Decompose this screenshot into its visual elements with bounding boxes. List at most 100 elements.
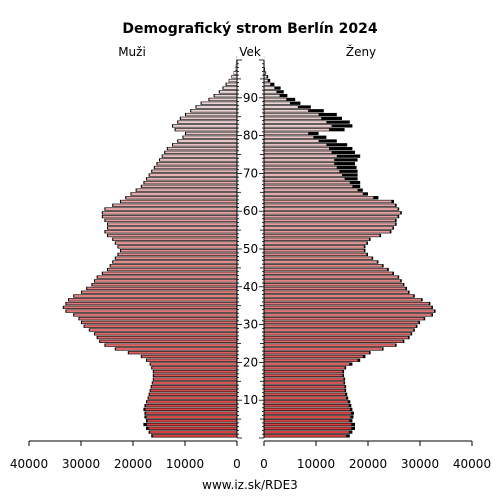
bar-women-fill-age-23 <box>264 348 382 350</box>
bar-men-fill-age-57 <box>105 219 237 221</box>
bar-men-fill-age-30 <box>82 321 237 323</box>
bar-women-fill-age-72 <box>264 163 334 165</box>
x-tick-label-left: 40000 <box>10 457 48 471</box>
bar-men-fill-age-69 <box>150 174 237 176</box>
bar-men-fill-age-22 <box>129 352 237 354</box>
bar-women-fill-age-10 <box>264 397 346 399</box>
right-label: Ženy <box>346 44 376 59</box>
bar-men-fill-age-86 <box>191 110 237 112</box>
bar-women-fill-age-42 <box>264 276 398 278</box>
bar-women-fill-age-87 <box>264 106 298 108</box>
bar-men-fill-age-0 <box>153 435 237 437</box>
bar-women-fill-age-37 <box>264 295 413 297</box>
bar-men-fill-age-14 <box>153 382 237 384</box>
bar-men-fill-age-36 <box>69 299 237 301</box>
bar-men-fill-age-53 <box>108 234 237 236</box>
bar-women-fill-age-18 <box>264 367 345 369</box>
bar-women-fill-age-82 <box>264 125 332 127</box>
bar-women-fill-age-88 <box>264 102 290 104</box>
bar-men-fill-age-52 <box>113 238 237 240</box>
bar-men-fill-age-55 <box>108 227 237 229</box>
bar-women-fill-age-91 <box>264 91 276 93</box>
bar-women-fill-age-3 <box>264 423 351 425</box>
bar-women-fill-age-60 <box>264 208 398 210</box>
bar-women-fill-age-13 <box>264 386 345 388</box>
bar-men-fill-age-66 <box>142 185 237 187</box>
bar-women-fill-age-84 <box>264 117 321 119</box>
bar-men-fill-age-40 <box>92 284 237 286</box>
bar-men-fill-age-92 <box>223 87 237 89</box>
bar-women-fill-age-57 <box>264 219 395 221</box>
bar-men-fill-age-95 <box>232 76 237 78</box>
bar-men-fill-age-42 <box>98 276 237 278</box>
bar-women-fill-age-30 <box>264 321 418 323</box>
bar-men-fill-age-27 <box>95 333 237 335</box>
bar-men-fill-age-17 <box>154 371 237 373</box>
bar-men-fill-age-87 <box>196 106 237 108</box>
bar-men-fill-age-12 <box>151 389 237 391</box>
bar-women-fill-age-25 <box>264 340 403 342</box>
bar-men-fill-age-56 <box>108 223 237 225</box>
bar-women-fill-age-39 <box>264 287 405 289</box>
bar-women-fill-age-80 <box>264 132 308 134</box>
bar-women-fill-age-40 <box>264 284 403 286</box>
bar-women-fill-age-59 <box>264 212 400 214</box>
bar-men-fill-age-58 <box>103 216 237 218</box>
bar-women-fill-age-29 <box>264 325 416 327</box>
bar-men-fill-age-25 <box>100 340 237 342</box>
bar-women-fill-age-21 <box>264 355 363 357</box>
bar-women-fill-age-52 <box>264 238 369 240</box>
bar-men-fill-age-45 <box>111 265 237 267</box>
age-tick-label: 90 <box>243 91 258 105</box>
bar-men-fill-age-96 <box>234 72 237 74</box>
bar-women-fill-age-7 <box>264 408 350 410</box>
bar-men-fill-age-60 <box>105 208 237 210</box>
bar-women-fill-age-27 <box>264 333 411 335</box>
bar-women-fill-age-66 <box>264 185 352 187</box>
bar-men-fill-age-7 <box>145 408 237 410</box>
bar-women-fill-age-15 <box>264 378 344 380</box>
bar-men-fill-age-83 <box>178 121 237 123</box>
bar-women-fill-age-70 <box>264 170 339 172</box>
bar-men-fill-age-47 <box>116 257 237 259</box>
bar-men-fill-age-26 <box>98 337 237 339</box>
bar-women-fill-age-8 <box>264 405 349 407</box>
bar-women-fill-age-22 <box>264 352 369 354</box>
bar-women-fill-age-28 <box>264 329 413 331</box>
bar-women-fill-age-94 <box>264 80 268 82</box>
bar-women-fill-age-92 <box>264 87 274 89</box>
bar-men-fill-age-44 <box>108 269 237 271</box>
bar-women-fill-age-34 <box>264 306 431 308</box>
bar-men-fill-age-23 <box>116 348 237 350</box>
bar-men-fill-age-15 <box>154 378 237 380</box>
bar-men-fill-age-94 <box>229 80 237 82</box>
bar-men-fill-age-48 <box>118 253 237 255</box>
bar-women-fill-age-61 <box>264 204 395 206</box>
bar-women-fill-age-64 <box>264 193 363 195</box>
bar-women-fill-age-55 <box>264 227 392 229</box>
bar-women-fill-age-67 <box>264 182 350 184</box>
age-tick-label: 70 <box>243 166 258 180</box>
bar-women-fill-age-50 <box>264 246 364 248</box>
bar-women-fill-age-45 <box>264 265 382 267</box>
bar-women-fill-age-65 <box>264 189 358 191</box>
bar-women-fill-age-93 <box>264 83 270 85</box>
bar-men-fill-age-71 <box>155 166 237 168</box>
bars-men <box>63 56 237 437</box>
bar-men-fill-age-88 <box>202 102 237 104</box>
bar-women-fill-age-33 <box>264 310 434 312</box>
bar-men-fill-age-49 <box>121 250 237 252</box>
bar-women-fill-age-24 <box>264 344 395 346</box>
x-tick-label-right: 0 <box>260 457 268 471</box>
bar-women-fill-age-56 <box>264 223 395 225</box>
bar-women-fill-age-81 <box>264 129 329 131</box>
bar-women-fill-age-5 <box>264 416 350 418</box>
bar-women-fill-age-9 <box>264 401 348 403</box>
bar-women-fill-age-47 <box>264 257 372 259</box>
age-tick-label: 80 <box>243 129 258 143</box>
bar-women-fill-age-63 <box>264 197 373 199</box>
bar-men-fill-age-4 <box>148 420 237 422</box>
bar-men-fill-age-50 <box>118 246 237 248</box>
bar-women-fill-age-48 <box>264 253 366 255</box>
